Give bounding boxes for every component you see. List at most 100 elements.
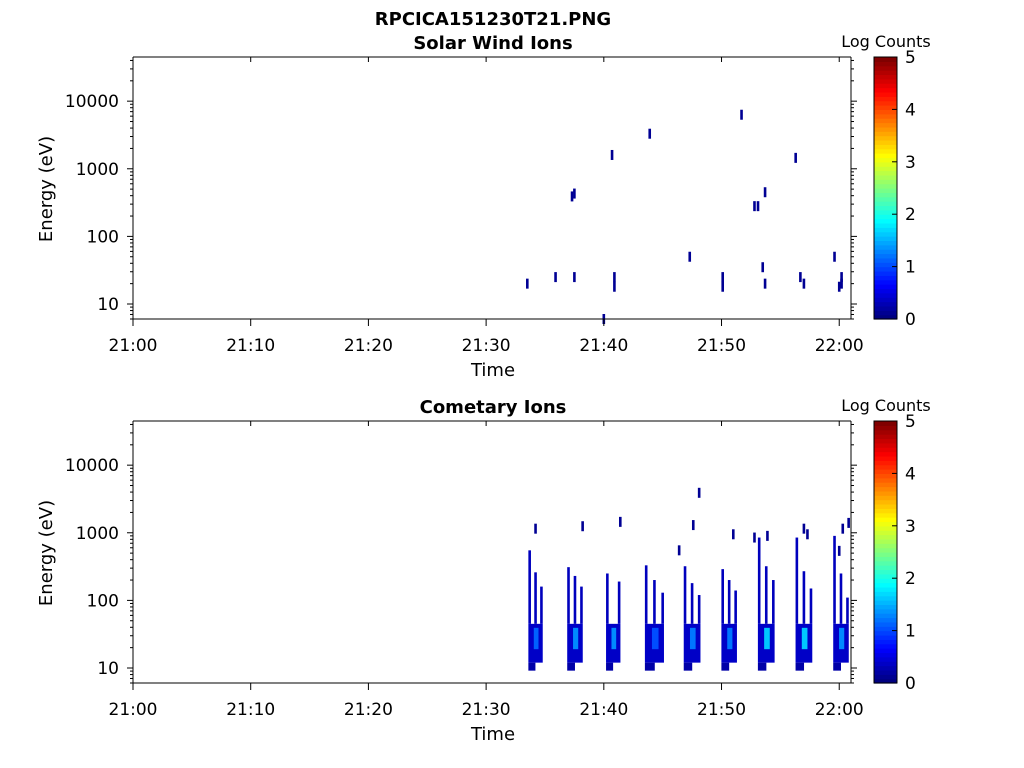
colorbar-segment (874, 477, 897, 483)
data-cell (753, 532, 756, 543)
data-cell (610, 149, 614, 160)
data-cell (721, 272, 725, 283)
colorbar-segment (874, 517, 897, 523)
burst-stem (690, 583, 694, 624)
colorbar-segment (874, 442, 897, 448)
burst-stem (809, 588, 813, 624)
colorbar-segment (874, 135, 897, 141)
colorbar-segment (874, 521, 897, 527)
burst-stem (846, 597, 849, 624)
burst-stem (734, 590, 737, 624)
data-cell (799, 272, 802, 283)
colorbar-segment (874, 83, 897, 89)
colorbar-tick-label: 2 (905, 569, 916, 589)
colorbar-tick-label: 2 (905, 205, 916, 225)
colorbar-segment (874, 460, 897, 466)
x-tick-label: 21:40 (579, 336, 628, 356)
data-cell (766, 530, 769, 541)
burst-peak (689, 627, 696, 650)
burst-peak (801, 627, 808, 650)
colorbar-segment (874, 630, 897, 636)
colorbar-segment (874, 469, 897, 474)
data-cell (648, 128, 652, 139)
colorbar-segment (874, 222, 897, 228)
colorbar-segment (874, 464, 897, 470)
burst-stem (573, 575, 577, 624)
data-cell (840, 278, 843, 289)
colorbar-segment (874, 279, 897, 285)
burst-tail (528, 662, 536, 671)
solar-wind-x-label: Time (470, 360, 515, 381)
spectrogram-data (528, 487, 850, 671)
colorbar-segment (874, 249, 897, 255)
data-cell (526, 278, 529, 289)
colorbar-segment (874, 591, 897, 597)
colorbar-segment (874, 600, 897, 605)
colorbar-segment (874, 678, 897, 684)
colorbar-segment (874, 201, 897, 207)
data-cell (613, 281, 616, 292)
colorbar-segment (874, 586, 897, 592)
data-cell (763, 187, 767, 198)
burst-stem (802, 571, 806, 624)
x-tick-label: 21:00 (109, 336, 158, 356)
colorbar-segment (874, 595, 897, 601)
x-tick-label: 21:10 (226, 700, 275, 720)
burst-stem (683, 566, 687, 624)
data-cell (554, 272, 557, 283)
y-tick-label: 10000 (65, 456, 119, 476)
colorbar-segment (874, 196, 897, 202)
colorbar-segment (874, 608, 897, 614)
data-cell (721, 281, 725, 292)
burst-stem (528, 550, 531, 624)
colorbar-segment (874, 486, 897, 492)
colorbar-segment (874, 434, 897, 440)
data-cell (731, 529, 735, 540)
data-cell (688, 251, 692, 262)
cometary-panel: Cometary Ions Time Energy (eV) Log Count… (36, 396, 931, 745)
colorbar-segment (874, 473, 897, 479)
colorbar-segment (874, 153, 897, 159)
colorbar-segment (874, 131, 897, 137)
burst-tail (567, 662, 575, 671)
colorbar-segment (874, 266, 897, 272)
colorbar-tick-label: 0 (905, 310, 916, 330)
y-tick-label: 10 (97, 659, 119, 679)
data-cell (840, 272, 843, 283)
burst-stem (721, 569, 725, 624)
burst-stem (757, 537, 761, 624)
colorbar-segment (874, 122, 897, 128)
data-cell (794, 152, 797, 163)
colorbar-segment (874, 240, 897, 246)
burst-stem (653, 580, 656, 624)
colorbar-segment (874, 179, 897, 185)
colorbar-segment (874, 552, 897, 557)
burst-tail (721, 662, 730, 671)
colorbar-segment (874, 113, 897, 119)
data-cell (753, 201, 756, 212)
burst-tail (606, 662, 614, 671)
x-tick-label: 21:50 (697, 336, 746, 356)
colorbar-segment (874, 648, 897, 654)
colorbar-segment (874, 218, 897, 224)
cometary-x-label: Time (470, 724, 515, 745)
y-tick-label: 10000 (65, 92, 119, 112)
solar-wind-title: Solar Wind Ions (413, 33, 572, 54)
burst-stem (580, 586, 583, 624)
colorbar-segment (874, 643, 897, 649)
ion-burst (721, 569, 737, 671)
cometary-y-label: Energy (eV) (36, 500, 57, 606)
burst-stem (617, 581, 621, 624)
colorbar-tick-label: 4 (905, 100, 916, 120)
burst-stem (567, 567, 570, 624)
colorbar-segment (874, 508, 897, 514)
colorbar-segment (874, 451, 897, 457)
colorbar-segment (874, 613, 897, 619)
colorbar-segment (874, 87, 897, 93)
colorbar-segment (874, 284, 897, 290)
colorbar-segment (874, 166, 897, 172)
burst-peak (611, 627, 617, 650)
colorbar-tick-label: 5 (905, 412, 916, 432)
data-cell (534, 523, 537, 534)
